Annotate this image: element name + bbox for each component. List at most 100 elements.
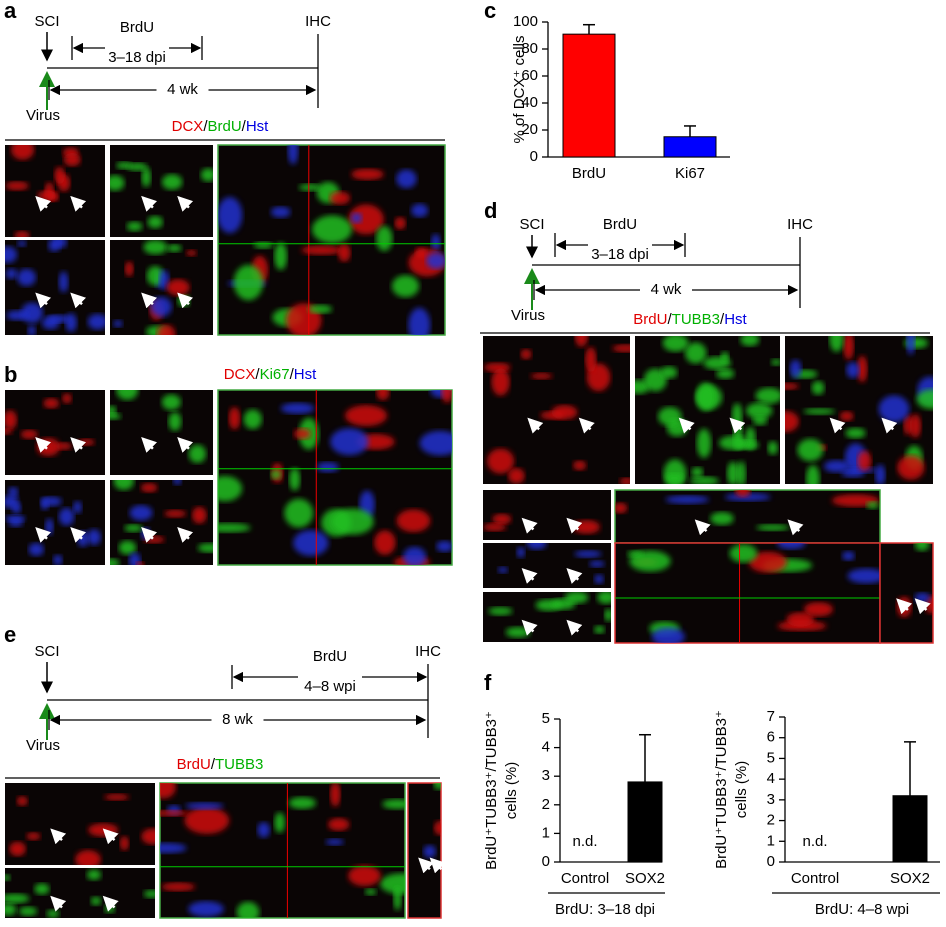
cell: [897, 455, 925, 480]
cell: [842, 551, 855, 561]
rule: [102, 828, 119, 845]
cell: [316, 462, 339, 473]
cell: [348, 865, 381, 887]
panel-label: d: [484, 198, 497, 223]
stain-part: /: [667, 311, 672, 328]
rule: [102, 895, 119, 912]
cell: [27, 325, 36, 335]
cell: [737, 461, 746, 484]
cell: [724, 493, 771, 502]
cell: [593, 625, 605, 634]
cell: [18, 906, 38, 916]
timeline-label: 8 wk: [222, 711, 253, 728]
timeline-label: 4 wk: [167, 81, 198, 98]
timeline-label: IHC: [415, 643, 441, 660]
y-tick-label: 40: [521, 94, 538, 111]
cell: [857, 450, 872, 471]
stain-part: Hst: [294, 366, 317, 383]
cell: [200, 168, 213, 182]
cell: [43, 398, 60, 409]
bar: [663, 136, 717, 158]
cell: [28, 542, 44, 556]
y-tick-label: 0: [530, 148, 538, 165]
cell: [298, 183, 321, 191]
stain-legend: DCX/BrdU/Hst: [172, 118, 270, 135]
rule: [141, 195, 158, 212]
cell: [54, 166, 65, 185]
cell: [14, 230, 30, 237]
cell: [843, 336, 854, 360]
cell: [308, 304, 333, 314]
rule: [141, 526, 158, 543]
cell: [612, 344, 630, 353]
y-tick-label: 20: [521, 121, 538, 138]
cell: [164, 510, 187, 518]
stain-part: /: [255, 366, 260, 383]
cell: [564, 592, 589, 604]
timeline-label: BrdU: [120, 19, 154, 36]
rule: [694, 519, 711, 536]
cell: [615, 502, 628, 514]
cell: [505, 627, 531, 638]
cell: [350, 212, 363, 224]
micrograph-content: [627, 543, 880, 643]
cell: [110, 175, 125, 191]
label-bg: [588, 236, 652, 254]
cell: [914, 543, 930, 551]
cell: [845, 427, 866, 439]
micrograph: [5, 145, 105, 237]
rule: [35, 195, 52, 212]
cell: [5, 903, 17, 916]
cell: [159, 270, 170, 290]
panel-label: c: [484, 0, 496, 23]
cell: [745, 402, 773, 419]
rule: [70, 195, 87, 212]
cell: [192, 506, 207, 524]
stain-part: TUBB3: [215, 756, 263, 773]
timeline-label: SCI: [34, 13, 59, 30]
cell: [124, 261, 134, 277]
cell: [696, 428, 712, 459]
micrograph-content: [218, 145, 445, 335]
label-bg: [640, 281, 692, 299]
cell: [846, 361, 860, 379]
micrograph-content: [110, 161, 213, 232]
cell: [727, 461, 740, 484]
cell: [487, 448, 515, 474]
cell: [433, 783, 441, 790]
cell: [710, 511, 734, 526]
rule: [177, 195, 194, 212]
cell: [729, 544, 758, 563]
x-axis-label: BrdU: 3–18 dpi: [555, 901, 655, 918]
cell: [88, 823, 119, 837]
cell: [5, 246, 18, 263]
cell: [280, 402, 315, 414]
cell: [906, 336, 916, 355]
y-tick-label: 100: [513, 13, 538, 30]
bar: [892, 795, 928, 863]
rule: [521, 567, 538, 584]
cell: [574, 336, 588, 347]
cell: [311, 215, 353, 244]
cell: [160, 810, 190, 817]
rule: [578, 417, 595, 434]
timeline-label: SCI: [34, 643, 59, 660]
cell: [5, 893, 30, 904]
cell: [344, 405, 388, 427]
cell: [150, 296, 172, 317]
cell: [434, 820, 441, 836]
cell: [16, 796, 28, 806]
cell: [126, 221, 143, 232]
rule: [678, 417, 695, 434]
cell: [691, 467, 704, 478]
rule: [521, 619, 538, 636]
cell: [128, 552, 141, 565]
stain-part: BrdU: [177, 756, 211, 773]
cell: [228, 407, 241, 430]
cell: [488, 607, 513, 616]
y-tick-label: 6: [767, 729, 775, 746]
cell: [508, 468, 525, 484]
cell: [287, 145, 299, 165]
cell: [382, 799, 405, 810]
cell: [160, 842, 187, 854]
